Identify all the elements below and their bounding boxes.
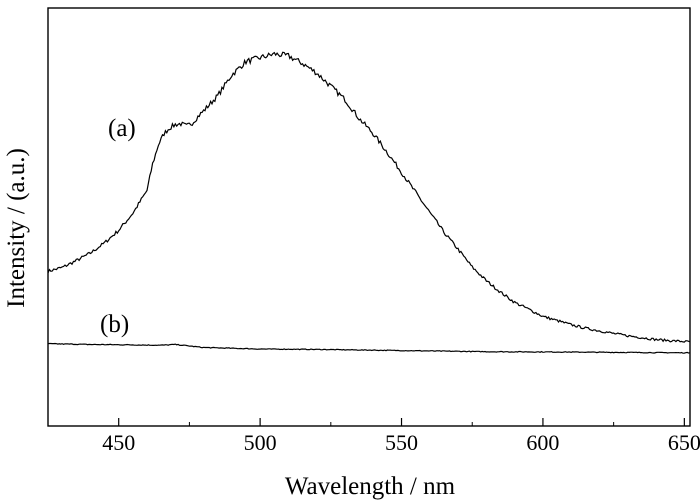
x-tick-label: 650 bbox=[668, 430, 700, 455]
series-label-a: (a) bbox=[108, 115, 136, 142]
x-axis-ticks: 450 500 550 600 650 bbox=[47, 418, 700, 455]
series-line-b bbox=[47, 342, 691, 354]
series-label-b: (b) bbox=[100, 311, 129, 338]
x-tick-label: 600 bbox=[526, 430, 559, 455]
y-axis-title: Intensity / (a.u.) bbox=[3, 148, 30, 308]
x-tick-label: 450 bbox=[102, 430, 135, 455]
x-tick-label: 550 bbox=[385, 430, 418, 455]
plot-frame bbox=[47, 7, 691, 427]
series-line-a bbox=[47, 51, 691, 343]
x-axis-title: Wavelength / nm bbox=[285, 473, 456, 500]
plot-lines bbox=[47, 51, 691, 354]
x-tick-label: 500 bbox=[244, 430, 277, 455]
